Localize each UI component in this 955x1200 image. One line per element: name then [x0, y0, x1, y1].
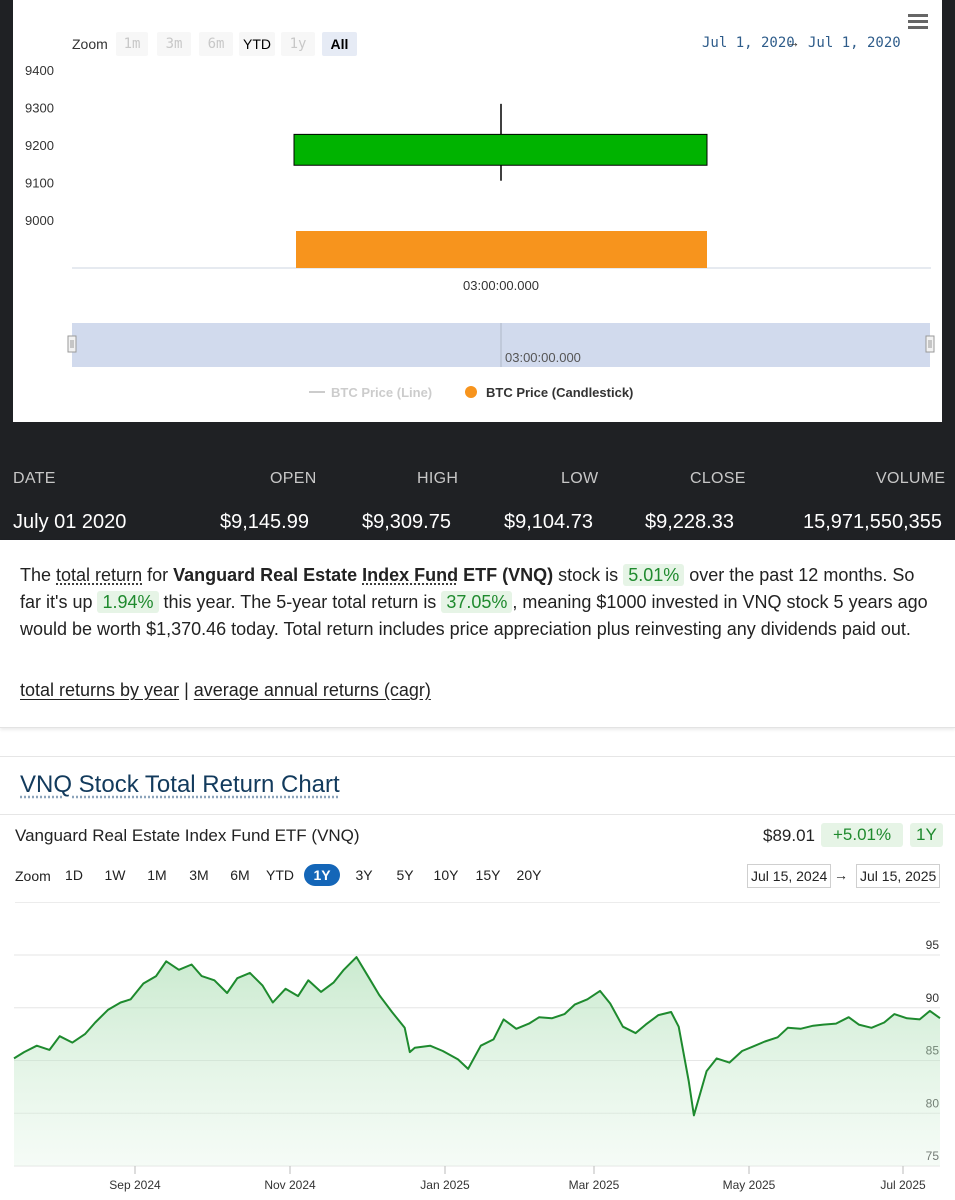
total-returns-by-year-link[interactable]: total returns by year: [20, 680, 180, 700]
zoom-1d-button[interactable]: 1D: [65, 867, 83, 883]
zoom-20y-button[interactable]: 20Y: [516, 867, 542, 883]
zoom-15y-button[interactable]: 15Y: [475, 867, 501, 883]
btc-range-6m[interactable]: 6m: [199, 32, 233, 56]
btc-range-1m[interactable]: 1m: [116, 32, 148, 56]
title-divider: [0, 814, 955, 815]
return-12m-badge: 5.01%: [623, 564, 685, 586]
vnq-zoom-label: Zoom: [15, 868, 51, 884]
btc-y-tick-label: 9300: [25, 101, 54, 116]
vnq-period-badge: 1Y: [910, 823, 943, 847]
text-fragment: , meaning $1000 invested in VNQ stock 5 …: [20, 592, 928, 639]
btc-navigator-handle-right[interactable]: [925, 335, 935, 353]
controls-divider: [15, 902, 940, 903]
average-annual-returns-link[interactable]: average annual returns (cagr): [193, 680, 431, 700]
btc-zoom-label: Zoom: [72, 36, 108, 52]
ohlc-header-low: LOW: [561, 470, 599, 487]
ohlc-header-volume: VOLUME: [876, 470, 946, 487]
vnq-x-tick-label: Mar 2025: [569, 1178, 620, 1192]
btc-navigator-label: 03:00:00.000: [505, 350, 581, 365]
text-fragment: The: [20, 565, 57, 585]
btc-range-3m[interactable]: 3m: [157, 32, 191, 56]
vnq-price-line[interactable]: [13, 956, 941, 1117]
return-5y-badge: 37.05%: [441, 591, 513, 613]
vnq-x-tick-label: Jan 2025: [420, 1178, 470, 1192]
vnq-date-to-input[interactable]: Jul 15, 2025: [856, 864, 941, 888]
vnq-area-fill: [14, 957, 940, 1166]
text-fragment: over the past 12 months. So far it's up: [20, 565, 915, 612]
btc-legend-line[interactable]: BTC Price (Line): [309, 385, 432, 400]
total-return-link[interactable]: total return: [56, 565, 143, 585]
ohlc-header-high: HIGH: [417, 470, 459, 487]
btc-range-ytd[interactable]: YTD: [239, 32, 275, 56]
zoom-1w-button[interactable]: 1W: [104, 867, 126, 883]
btc-date-to[interactable]: Jul 1, 2020: [808, 35, 901, 51]
btc-range-all[interactable]: All: [322, 32, 357, 56]
vnq-change-badge: +5.01%: [821, 823, 904, 847]
vnq-x-tick-label: Nov 2024: [264, 1178, 316, 1192]
btc-legend-candlestick[interactable]: BTC Price (Candlestick): [465, 385, 633, 400]
vnq-y-tick-label: 90: [926, 991, 940, 1005]
btc-candle-body[interactable]: [293, 133, 708, 166]
ohlc-close-value: $9,228.33: [645, 511, 734, 533]
btc-range-1y[interactable]: 1y: [281, 32, 315, 56]
btc-chart-panel: Zoom 1m 3m 6m YTD 1y All Jul 1, 2020 → J…: [13, 0, 942, 422]
return-links: total returns by year | average annual r…: [20, 680, 431, 701]
btc-navigator-handle-left[interactable]: [67, 335, 77, 353]
vnq-x-tick-label: Sep 2024: [109, 1178, 161, 1192]
zoom-10y-button[interactable]: 10Y: [433, 867, 459, 883]
ohlc-low-value: $9,104.73: [504, 511, 593, 533]
zoom-1y-button[interactable]: 1Y: [304, 864, 340, 886]
zoom-ytd-button[interactable]: YTD: [266, 867, 294, 883]
btc-x-tick-label: 03:00:00.000: [463, 278, 539, 293]
zoom-3y-button[interactable]: 3Y: [355, 867, 373, 883]
text-fragment: for: [142, 565, 174, 585]
total-return-summary-card: The total return for Vanguard Real Estat…: [0, 540, 955, 728]
link-separator: |: [179, 680, 194, 700]
index-fund-link[interactable]: Index Fund: [362, 565, 459, 585]
btc-volume-bar[interactable]: [296, 231, 707, 268]
zoom-1m-button[interactable]: 1M: [147, 867, 167, 883]
zoom-6m-button[interactable]: 6M: [230, 867, 250, 883]
return-ytd-badge: 1.94%: [97, 591, 159, 613]
ohlc-header-close: CLOSE: [690, 470, 746, 487]
vnq-chart-title[interactable]: VNQ Stock Total Return Chart: [20, 771, 340, 798]
btc-y-tick-label: 9200: [25, 138, 54, 153]
ohlc-table: DATE OPEN HIGH LOW CLOSE VOLUME July 01 …: [0, 450, 955, 540]
vnq-y-tick-label: 95: [926, 938, 940, 952]
btc-chart-plot: 9400 9300 9200 9100 9000 03:00:00.000 03:00:00…: [25, 63, 935, 400]
btc-y-tick-label: 9400: [25, 63, 54, 78]
svg-text:BTC Price (Line): BTC Price (Line): [331, 385, 432, 400]
ohlc-open-value: $9,145.99: [220, 511, 309, 533]
fund-ticker-bold: ETF (VNQ): [458, 565, 554, 585]
ohlc-header-open: OPEN: [270, 470, 317, 487]
svg-text:BTC Price (Candlestick): BTC Price (Candlestick): [486, 385, 633, 400]
vnq-date-from-input[interactable]: Jul 15, 2024: [747, 864, 832, 888]
vnq-fund-name: Vanguard Real Estate Index Fund ETF (VNQ…: [15, 826, 360, 845]
fund-name-bold: Vanguard Real Estate: [173, 565, 363, 585]
vnq-price: $89.01: [763, 826, 815, 845]
btc-y-tick-label: 9000: [25, 213, 54, 228]
ohlc-volume-value: 15,971,550,355: [803, 511, 943, 533]
zoom-3m-button[interactable]: 3M: [189, 867, 209, 883]
text-fragment: this year. The 5-year total return is: [158, 592, 442, 612]
vnq-date-arrow: →: [834, 867, 848, 883]
total-return-paragraph: The total return for Vanguard Real Estat…: [20, 562, 935, 643]
zoom-5y-button[interactable]: 5Y: [396, 867, 414, 883]
ohlc-header-date: DATE: [13, 470, 56, 487]
ohlc-date-value: July 01 2020: [13, 511, 127, 533]
btc-date-from[interactable]: Jul 1, 2020: [702, 35, 795, 51]
text-fragment: stock is: [553, 565, 624, 585]
btc-y-tick-label: 9100: [25, 176, 54, 191]
hamburger-icon[interactable]: [908, 14, 928, 30]
btc-date-arrow: →: [786, 34, 800, 50]
ohlc-high-value: $9,309.75: [362, 511, 451, 533]
vnq-x-tick-label: Jul 2025: [880, 1178, 926, 1192]
vnq-x-tick-label: May 2025: [723, 1178, 776, 1192]
